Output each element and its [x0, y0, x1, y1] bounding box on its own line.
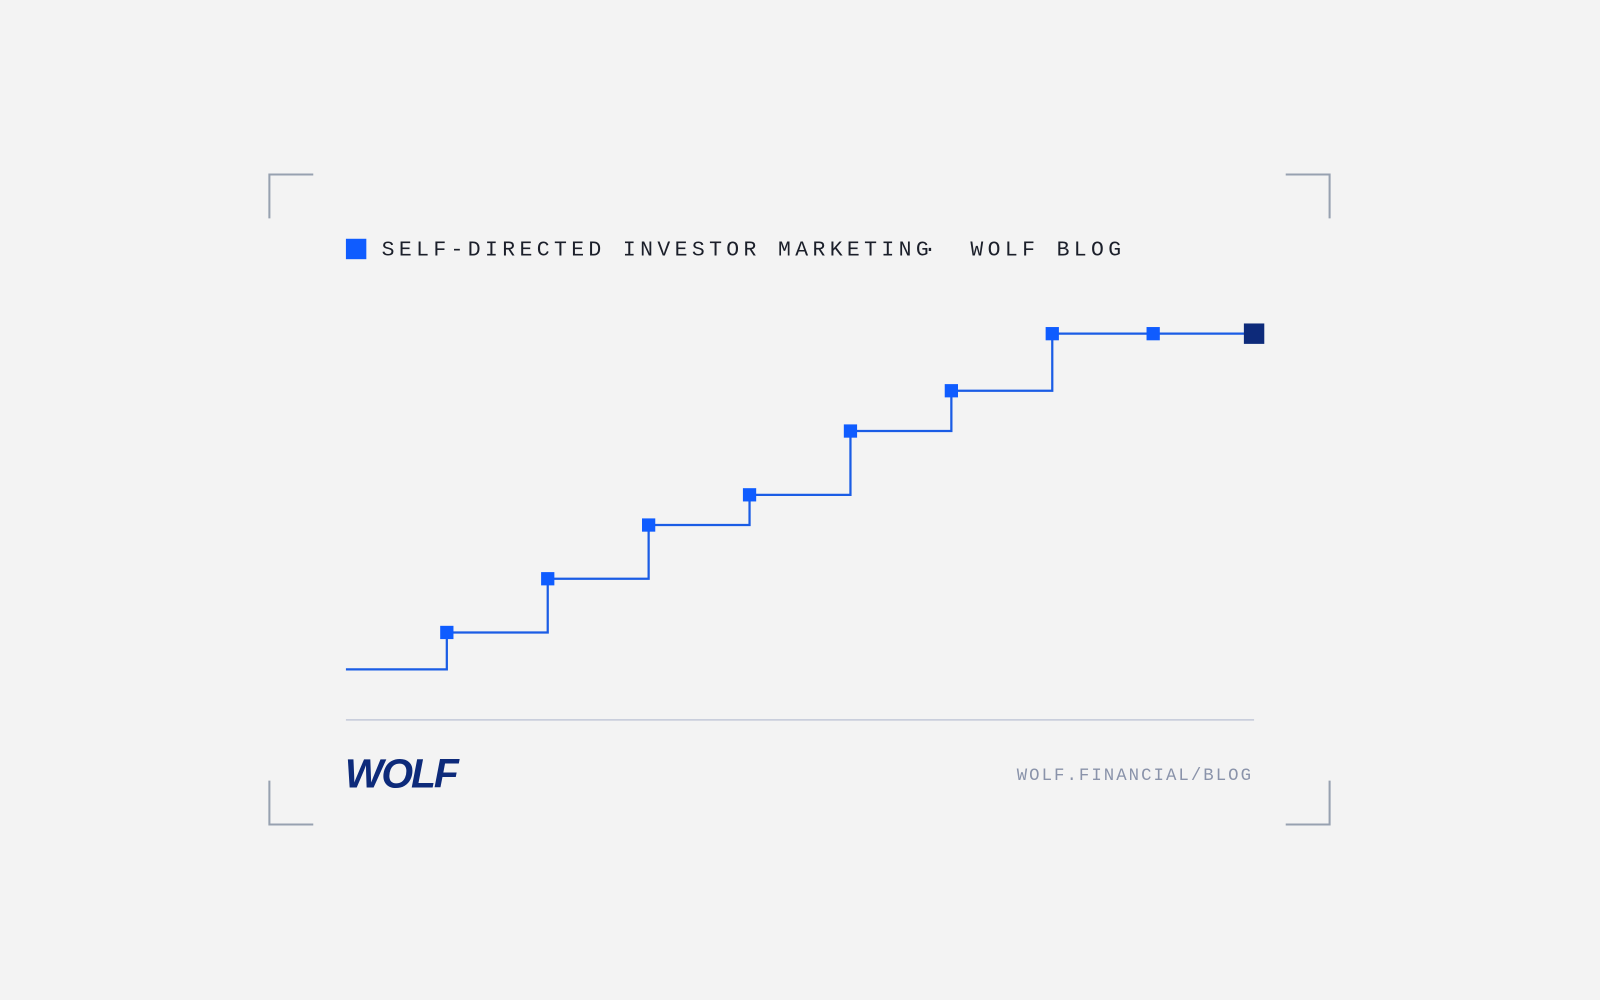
- corner: [268, 173, 314, 219]
- marker: [440, 625, 454, 640]
- separator: ·: [923, 239, 940, 263]
- corner-brackets: [268, 173, 1331, 826]
- corner: [1285, 173, 1331, 219]
- marker: [843, 424, 858, 438]
- marker: [944, 384, 958, 398]
- marker: [1045, 327, 1059, 341]
- chart-subtitle: WOLF BLOG: [970, 239, 1125, 263]
- chart-title: SELF-DIRECTED INVESTOR MARKETING: [382, 239, 933, 263]
- plot: [345, 323, 1265, 671]
- corner: [268, 780, 314, 826]
- marker: [742, 488, 757, 502]
- url: WOLF.FINANCIAL/BLOG: [1017, 767, 1253, 786]
- end-marker: [1243, 323, 1265, 344]
- title-square: [345, 238, 367, 260]
- marker: [1146, 327, 1160, 341]
- logo: WOLF: [345, 750, 460, 796]
- marker: [642, 518, 656, 532]
- corner: [1285, 780, 1331, 826]
- marker: [541, 572, 555, 586]
